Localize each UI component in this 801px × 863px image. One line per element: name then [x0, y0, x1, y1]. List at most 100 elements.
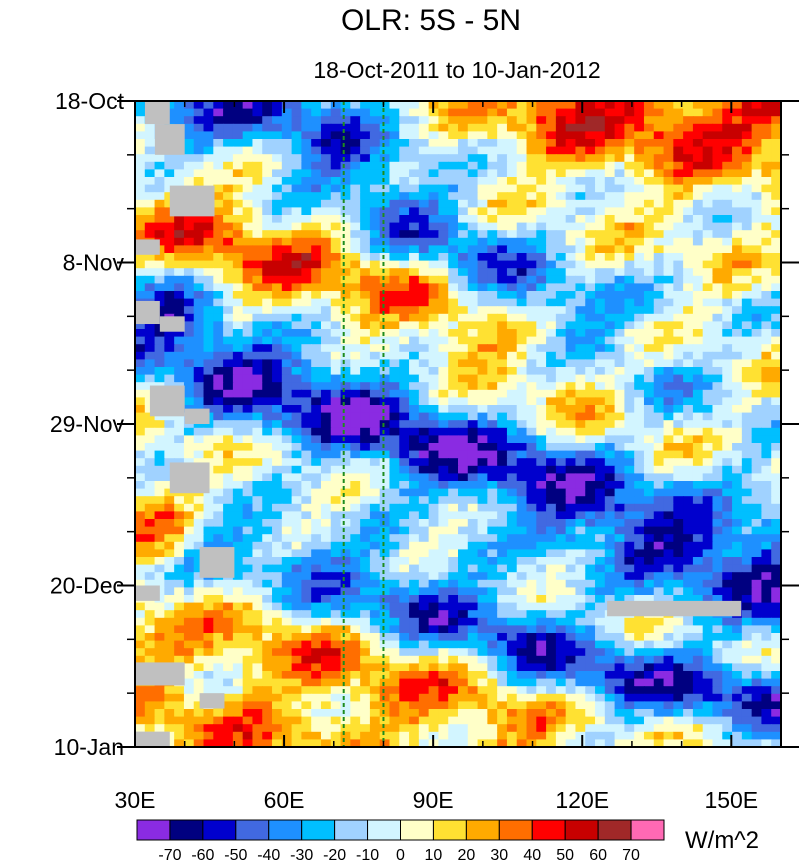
heatmap-cell	[595, 496, 606, 505]
heatmap-cell	[761, 139, 772, 148]
heatmap-cell	[761, 519, 772, 528]
heatmap-cell	[643, 253, 655, 262]
heatmap-cell	[477, 397, 488, 406]
heatmap-cell	[771, 405, 782, 414]
heatmap-cell	[702, 237, 714, 246]
heatmap-cell	[614, 306, 625, 315]
heatmap-cell	[526, 496, 537, 505]
heatmap-cell	[487, 382, 498, 391]
heatmap-cell	[761, 443, 772, 452]
heatmap-cell	[702, 207, 714, 216]
heatmap-cell	[281, 427, 293, 436]
heatmap-cell	[183, 671, 195, 680]
heatmap-cell	[272, 313, 283, 322]
heatmap-cell	[526, 389, 537, 398]
heatmap-cell	[516, 450, 528, 459]
heatmap-cell	[418, 412, 430, 421]
heatmap-cell	[164, 161, 175, 170]
heatmap-cell	[242, 268, 254, 277]
heatmap-cell	[438, 298, 449, 307]
heatmap-cell	[624, 283, 635, 292]
heatmap-cell	[164, 207, 175, 216]
heatmap-cell	[683, 245, 694, 254]
heatmap-cell	[369, 389, 381, 398]
heatmap-cell	[565, 245, 577, 254]
heatmap-cell	[262, 572, 273, 581]
heatmap-cell	[448, 260, 459, 269]
heatmap-cell	[369, 146, 381, 155]
heatmap-cell	[663, 230, 674, 239]
heatmap-cell	[232, 587, 244, 596]
heatmap-cell	[487, 215, 498, 224]
heatmap-cell	[350, 503, 361, 512]
heatmap-cell	[565, 602, 577, 611]
heatmap-cell	[418, 458, 430, 467]
heatmap-cell	[467, 503, 479, 512]
heatmap-cell	[340, 450, 351, 459]
heatmap-cell	[516, 405, 528, 414]
heatmap-cell	[183, 443, 195, 452]
heatmap-cell	[369, 275, 381, 284]
heatmap-cell	[663, 519, 674, 528]
heatmap-cell	[154, 192, 165, 201]
heatmap-cell	[232, 359, 244, 368]
heatmap-cell	[320, 222, 332, 231]
heatmap-cell	[487, 336, 498, 345]
heatmap-cell	[213, 450, 224, 459]
heatmap-cell	[663, 389, 674, 398]
heatmap-cell	[281, 306, 293, 315]
heatmap-cell	[614, 511, 625, 520]
heatmap-cell	[595, 367, 606, 376]
heatmap-cell	[379, 671, 391, 680]
heatmap-cell	[350, 169, 361, 178]
heatmap-cell	[301, 405, 312, 414]
heatmap-cell	[732, 587, 743, 596]
heatmap-cell	[634, 146, 645, 155]
heatmap-cell	[722, 534, 733, 543]
heatmap-cell	[409, 230, 420, 239]
heatmap-cell	[506, 595, 518, 604]
heatmap-cell	[438, 161, 449, 170]
heatmap-cell	[732, 625, 743, 634]
heatmap-cell	[320, 488, 332, 497]
heatmap-cell	[624, 329, 635, 338]
heatmap-cell	[409, 549, 420, 558]
heatmap-cell	[389, 283, 400, 292]
heatmap-cell	[448, 123, 459, 132]
heatmap-cell	[223, 420, 234, 429]
heatmap-cell	[516, 146, 528, 155]
heatmap-cell	[585, 199, 596, 208]
heatmap-cell	[604, 595, 616, 604]
heatmap-cell	[526, 177, 537, 186]
heatmap-cell	[565, 496, 577, 505]
heatmap-cell	[477, 306, 488, 315]
heatmap-cell	[458, 564, 469, 573]
heatmap-cell	[653, 253, 665, 262]
heatmap-cell	[546, 655, 557, 664]
heatmap-cell	[702, 595, 714, 604]
heatmap-cell	[526, 382, 537, 391]
heatmap-cell	[242, 237, 254, 246]
heatmap-cell	[741, 139, 753, 148]
heatmap-cell	[683, 253, 694, 262]
heatmap-cell	[379, 344, 391, 353]
heatmap-cell	[595, 420, 606, 429]
heatmap-cell	[575, 367, 586, 376]
heatmap-cell	[487, 161, 498, 170]
heatmap-cell	[409, 253, 420, 262]
heatmap-cell	[722, 275, 733, 284]
heatmap-cell	[330, 450, 342, 459]
heatmap-cell	[399, 397, 410, 406]
heatmap-cell	[340, 131, 351, 140]
heatmap-cell	[555, 230, 567, 239]
heatmap-cell	[458, 154, 469, 163]
heatmap-cell	[448, 139, 459, 148]
heatmap-cell	[301, 519, 312, 528]
heatmap-cell	[653, 199, 665, 208]
heatmap-cell	[751, 344, 763, 353]
heatmap-cell	[565, 177, 577, 186]
heatmap-cell	[624, 260, 635, 269]
heatmap-cell	[135, 184, 146, 193]
heatmap-cell	[301, 344, 312, 353]
heatmap-cell	[232, 412, 244, 421]
